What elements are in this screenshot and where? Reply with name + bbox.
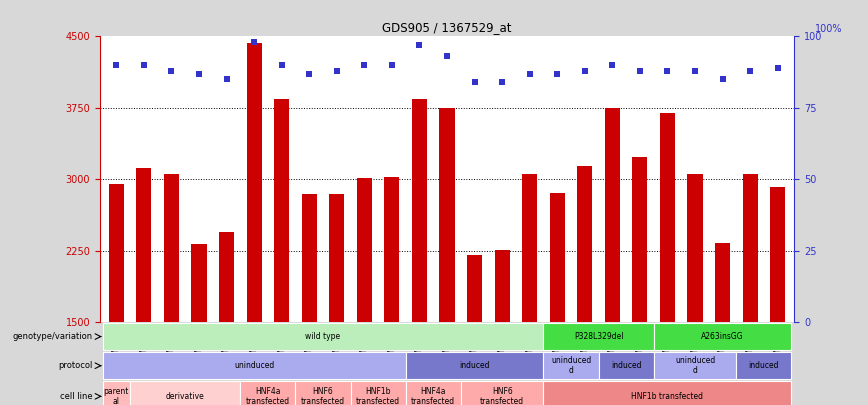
Bar xyxy=(351,381,405,405)
Bar xyxy=(108,184,124,322)
Text: HNF1b transfected: HNF1b transfected xyxy=(631,392,703,401)
Bar xyxy=(660,113,675,322)
Bar xyxy=(599,352,654,379)
Bar xyxy=(654,352,736,379)
Bar xyxy=(302,194,317,322)
Bar xyxy=(102,352,405,379)
Text: HNF4a
transfected: HNF4a transfected xyxy=(411,387,456,405)
Bar xyxy=(736,352,792,379)
Bar xyxy=(632,157,648,322)
Bar xyxy=(654,323,792,350)
Bar xyxy=(577,166,592,322)
Bar xyxy=(295,381,351,405)
Text: cell line: cell line xyxy=(60,392,93,401)
Text: HNF6
transfected: HNF6 transfected xyxy=(480,387,524,405)
Text: uninduced
d: uninduced d xyxy=(675,356,715,375)
Bar xyxy=(461,381,543,405)
Bar xyxy=(543,352,599,379)
Text: genotype/variation: genotype/variation xyxy=(13,332,93,341)
Text: derivative: derivative xyxy=(166,392,205,401)
Text: wild type: wild type xyxy=(306,332,340,341)
Bar xyxy=(770,187,786,322)
Bar xyxy=(240,381,295,405)
Bar xyxy=(467,256,482,322)
Bar xyxy=(412,99,427,322)
Bar xyxy=(543,381,792,405)
Y-axis label: 100%: 100% xyxy=(815,23,843,34)
Bar xyxy=(439,108,455,322)
Bar xyxy=(247,43,262,322)
Text: HNF4a
transfected: HNF4a transfected xyxy=(246,387,290,405)
Bar xyxy=(164,173,179,322)
Bar xyxy=(742,175,758,322)
Text: P328L329del: P328L329del xyxy=(574,332,623,341)
Bar xyxy=(274,99,289,322)
Text: A263insGG: A263insGG xyxy=(701,332,744,341)
Bar xyxy=(136,168,152,322)
Bar xyxy=(523,175,537,322)
Bar xyxy=(102,323,543,350)
Text: protocol: protocol xyxy=(58,361,93,370)
Bar xyxy=(357,178,372,322)
Bar xyxy=(605,108,620,322)
Bar xyxy=(715,243,730,322)
Text: HNF1b
transfected: HNF1b transfected xyxy=(356,387,400,405)
Bar xyxy=(385,177,399,322)
Text: parent
al: parent al xyxy=(103,387,129,405)
Text: induced: induced xyxy=(611,361,641,370)
Text: uninduced
d: uninduced d xyxy=(551,356,591,375)
Bar xyxy=(102,381,130,405)
Text: HNF6
transfected: HNF6 transfected xyxy=(301,387,345,405)
Bar xyxy=(495,249,510,322)
Text: induced: induced xyxy=(749,361,779,370)
Bar xyxy=(549,194,565,322)
Bar xyxy=(405,381,461,405)
Bar xyxy=(687,173,702,322)
Bar xyxy=(543,323,654,350)
Bar xyxy=(192,244,207,322)
Bar xyxy=(219,232,234,322)
Bar xyxy=(329,194,345,322)
Text: uninduced: uninduced xyxy=(234,361,274,370)
Bar xyxy=(405,352,543,379)
Title: GDS905 / 1367529_at: GDS905 / 1367529_at xyxy=(382,21,512,34)
Bar xyxy=(130,381,240,405)
Text: induced: induced xyxy=(459,361,490,370)
